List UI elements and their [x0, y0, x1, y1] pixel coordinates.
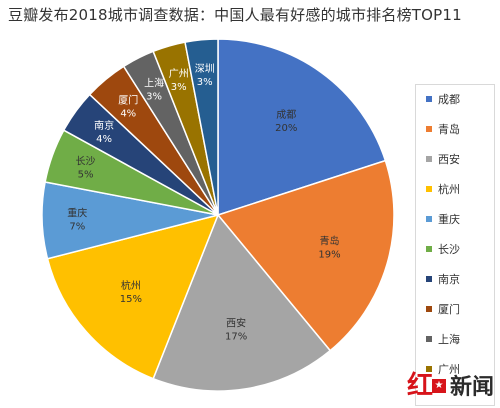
chart-title: 豆瓣发布2018城市调查数据：中国人最有好感的城市排名榜TOP11 — [8, 6, 462, 24]
slice-label-1: 青岛 — [320, 234, 340, 247]
legend-label: 厦门 — [438, 303, 460, 316]
star-icon: ★ — [431, 378, 446, 393]
legend-item: 杭州 — [426, 181, 460, 197]
slice-label-10: 深圳 — [195, 63, 215, 75]
legend-swatch — [426, 216, 432, 222]
slice-value-label-0: 20% — [275, 123, 297, 134]
pie-slice-1 — [216, 159, 395, 352]
legend-label: 上海 — [438, 333, 460, 346]
slice-value-label-5: 5% — [78, 169, 94, 180]
legend-swatch — [426, 366, 432, 372]
legend-label: 西安 — [438, 153, 460, 166]
legend-label: 长沙 — [438, 243, 460, 256]
logo-dark-text: 新闻 — [449, 375, 494, 400]
legend-swatch — [426, 276, 432, 282]
slice-value-label-8: 3% — [146, 92, 162, 103]
slice-value-label-9: 3% — [171, 82, 187, 93]
legend-swatch — [426, 246, 432, 252]
legend-item: 长沙 — [426, 241, 460, 257]
pie-slice-10 — [184, 38, 219, 216]
slice-value-label-1: 19% — [318, 249, 340, 260]
slice-label-0: 成都 — [276, 109, 296, 121]
slice-value-label-6: 4% — [96, 134, 112, 145]
hongxing-news-logo: 红 ★ 新闻 — [407, 365, 494, 402]
legend-label: 重庆 — [438, 213, 460, 226]
slice-label-9: 广州 — [169, 68, 189, 80]
slice-value-label-3: 15% — [120, 294, 142, 305]
slice-label-2: 西安 — [226, 317, 246, 330]
legend-item: 成都 — [426, 91, 460, 107]
legend-swatch — [426, 306, 432, 312]
slice-label-8: 上海 — [144, 77, 164, 90]
slice-label-4: 重庆 — [67, 206, 87, 219]
slice-value-label-7: 4% — [120, 109, 136, 120]
slice-label-5: 长沙 — [76, 155, 96, 167]
slice-label-7: 厦门 — [118, 94, 138, 107]
legend-item: 青岛 — [426, 121, 460, 137]
legend-item: 南京 — [426, 271, 460, 287]
legend-label: 杭州 — [438, 183, 460, 196]
slice-value-label-4: 7% — [69, 221, 85, 232]
pie-slice-3 — [46, 213, 220, 380]
pie-slice-0 — [217, 38, 387, 217]
legend-item: 西安 — [426, 151, 460, 167]
legend-label: 青岛 — [438, 123, 460, 136]
slice-label-6: 南京 — [94, 119, 114, 132]
legend-swatch — [426, 156, 432, 162]
pie-slice-2 — [152, 213, 332, 392]
slice-value-label-2: 17% — [225, 332, 247, 343]
legend-item: 上海 — [426, 331, 460, 347]
chart-legend: 成都青岛西安杭州重庆长沙南京厦门上海广州 — [415, 84, 495, 406]
legend-swatch — [426, 336, 432, 342]
slice-value-label-10: 3% — [197, 77, 213, 88]
legend-item: 广州 — [426, 361, 460, 377]
legend-label: 南京 — [438, 273, 460, 286]
legend-label: 广州 — [438, 363, 460, 376]
legend-swatch — [426, 186, 432, 192]
slice-label-3: 杭州 — [121, 279, 141, 292]
legend-item: 重庆 — [426, 211, 460, 227]
logo-red-char: 红 — [406, 371, 433, 401]
legend-swatch — [426, 126, 432, 132]
legend-label: 成都 — [438, 93, 460, 106]
legend-item: 厦门 — [426, 301, 460, 317]
legend-swatch — [426, 96, 432, 102]
